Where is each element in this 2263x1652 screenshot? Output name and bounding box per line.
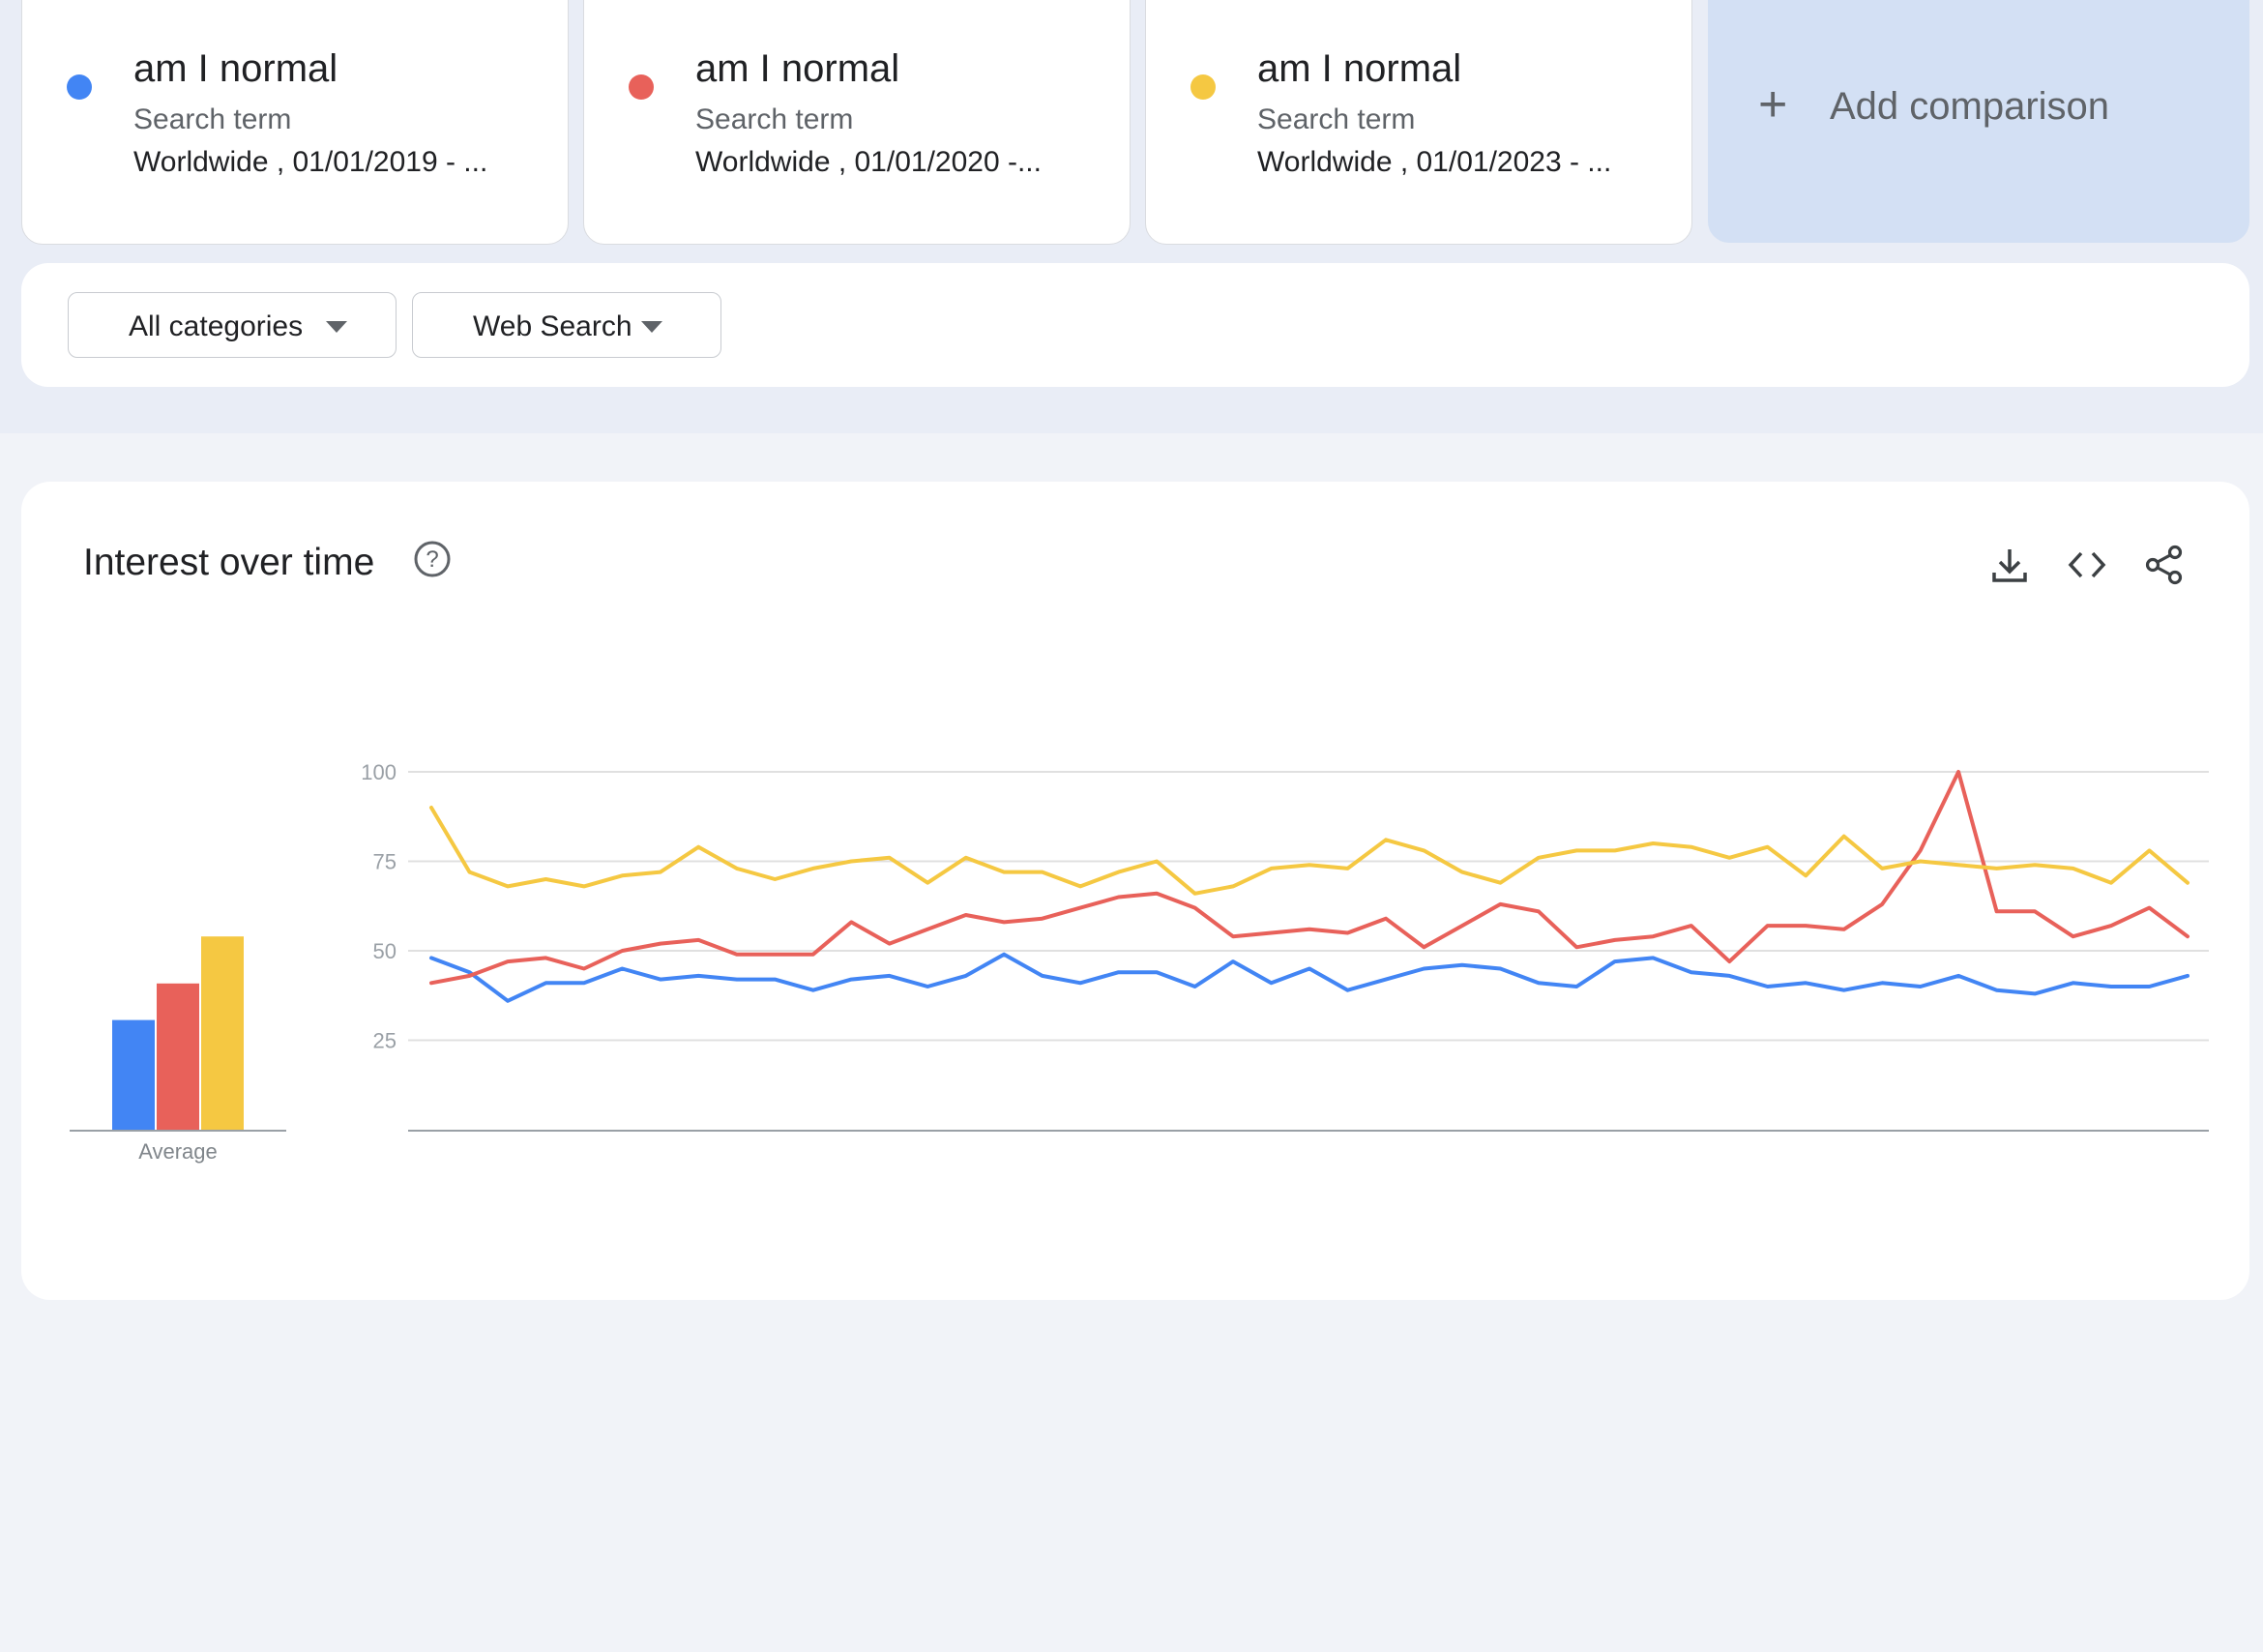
add-comparison-label: Add comparison xyxy=(1830,85,2110,128)
download-icon[interactable] xyxy=(1988,544,2031,586)
y-tick-label: 75 xyxy=(373,850,397,874)
average-bar-2 xyxy=(157,983,199,1130)
chart-title: Interest over time xyxy=(83,542,375,583)
help-icon[interactable]: ? xyxy=(413,540,452,578)
term-name: am I normal xyxy=(1257,47,1462,90)
series-line-2[interactable] xyxy=(429,770,2190,986)
search-type-dropdown-label: Web Search xyxy=(473,310,632,342)
y-tick-label: 50 xyxy=(373,939,397,963)
term-region-date[interactable]: Worldwide , 01/01/2023 - ... xyxy=(1257,146,1612,178)
average-bar-1 xyxy=(112,1019,155,1130)
average-bar-3 xyxy=(201,936,244,1130)
term-card-2[interactable]: am I normal Search term Worldwide , 01/0… xyxy=(583,0,1131,245)
average-label: Average xyxy=(138,1139,218,1164)
series-color-dot xyxy=(629,74,654,100)
interest-line-chart: 25 50 75 100 xyxy=(361,760,2209,1132)
series-line-1[interactable] xyxy=(429,952,2190,1003)
caret-down-icon xyxy=(326,321,347,333)
term-type: Search term xyxy=(133,103,292,135)
term-region-date[interactable]: Worldwide , 01/01/2019 - ... xyxy=(133,146,488,178)
series-color-dot xyxy=(1190,74,1216,100)
term-type: Search term xyxy=(695,103,854,135)
y-tick-label: 100 xyxy=(361,760,397,784)
term-card-1[interactable]: am I normal Search term Worldwide , 01/0… xyxy=(21,0,569,245)
term-type: Search term xyxy=(1257,103,1416,135)
series-line-3[interactable] xyxy=(429,806,2190,896)
term-name: am I normal xyxy=(695,47,900,90)
embed-code-icon[interactable] xyxy=(2066,544,2108,586)
term-name: am I normal xyxy=(133,47,338,90)
average-bar-chart: Average xyxy=(70,936,286,1164)
series-color-dot xyxy=(67,74,92,100)
plus-icon: + xyxy=(1758,76,1788,133)
interest-over-time-card: Interest over time ? Average 25 50 75 100 xyxy=(21,482,2249,1300)
search-type-dropdown[interactable]: Web Search xyxy=(412,292,721,358)
svg-text:?: ? xyxy=(426,546,438,573)
category-dropdown-label: All categories xyxy=(129,310,304,342)
share-icon[interactable] xyxy=(2143,544,2186,586)
caret-down-icon xyxy=(641,321,662,333)
filter-bar: All categories Web Search xyxy=(21,263,2249,387)
add-comparison-button[interactable]: + Add comparison xyxy=(1708,0,2249,243)
category-dropdown[interactable]: All categories xyxy=(68,292,397,358)
term-card-3[interactable]: am I normal Search term Worldwide , 01/0… xyxy=(1145,0,1692,245)
y-tick-label: 25 xyxy=(373,1029,397,1053)
term-region-date[interactable]: Worldwide , 01/01/2020 -... xyxy=(695,146,1042,178)
